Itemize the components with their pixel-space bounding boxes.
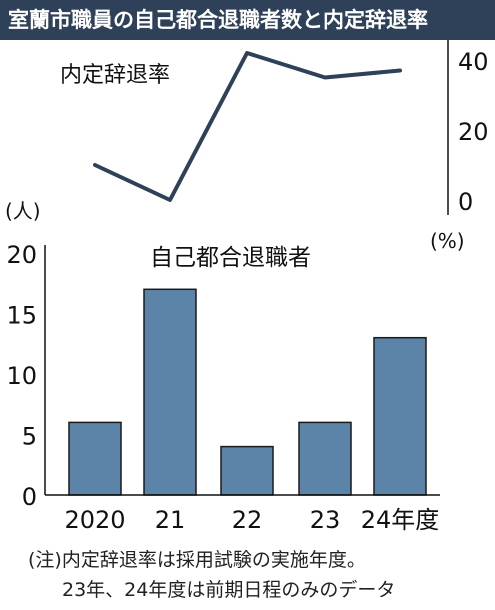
bar-y-unit-label: (人)	[5, 199, 41, 223]
bar-y-tick-label: 10	[6, 362, 37, 390]
chart-title: 室蘭市職員の自己都合退職者数と内定辞退率	[0, 0, 495, 40]
bar	[68, 421, 122, 496]
x-tick-label: 2020	[64, 506, 125, 534]
bar-y-tick-label: 5	[22, 423, 37, 451]
line-series-label: 内定辞退率	[60, 63, 170, 88]
line-chart: 0 20 40 (%) 内定辞退率	[60, 40, 489, 253]
x-tick-label: 21	[155, 506, 186, 534]
bar-series-label: 自己都合退職者	[150, 245, 311, 271]
bar-y-tick-label: 0	[22, 483, 37, 511]
note-line-2: 23年、24年度は前期日程のみのデータ	[62, 579, 396, 601]
bar	[373, 336, 427, 496]
line-series	[93, 51, 402, 202]
bar	[220, 445, 274, 496]
line-y-tick-label: 20	[458, 118, 489, 146]
bar-y-tick-label: 15	[6, 302, 37, 330]
bar-y-tick-label: 20	[6, 241, 37, 269]
x-tick-label: 22	[232, 506, 263, 534]
bar	[143, 288, 197, 496]
note-line-1: (注)内定辞退率は採用試験の実施年度。	[28, 549, 366, 571]
line-y-tick-label: 40	[458, 48, 489, 76]
x-tick-label: 23	[310, 506, 341, 534]
x-tick-label: 24年度	[361, 506, 440, 534]
line-y-tick-label: 0	[458, 188, 473, 216]
line-y-unit-label: (%)	[430, 229, 465, 253]
bar	[298, 421, 352, 496]
